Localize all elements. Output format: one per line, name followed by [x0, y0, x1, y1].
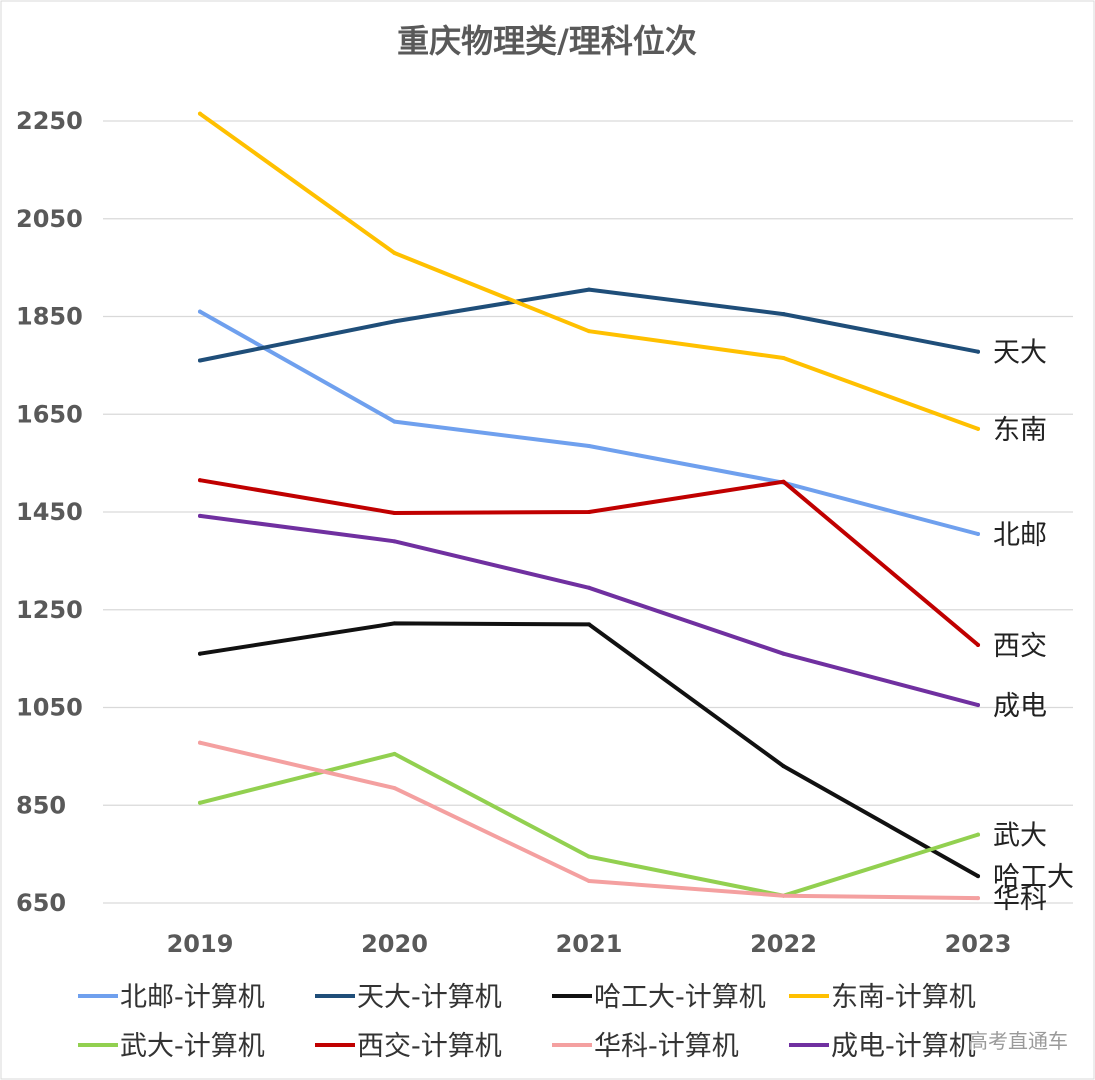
end-label: 华科 — [993, 884, 1047, 915]
data-point — [781, 893, 786, 898]
y-tick-label: 1250 — [16, 596, 83, 624]
data-point — [587, 585, 591, 590]
data-point — [976, 349, 980, 354]
end-label: 天大 — [993, 338, 1047, 369]
x-tick-label: 2022 — [750, 930, 817, 958]
end-label: 哈工大 — [993, 862, 1074, 893]
legend-label: 华科-计算机 — [594, 1031, 739, 1062]
end-label: 武大 — [993, 821, 1047, 852]
data-point — [198, 309, 202, 314]
data-point — [392, 250, 397, 255]
data-point — [198, 111, 202, 116]
y-tick-label: 2050 — [16, 205, 83, 233]
x-tick-label: 2019 — [167, 930, 234, 958]
data-point — [587, 879, 591, 884]
data-point — [198, 478, 202, 483]
legend-item: 东南-计算机 — [789, 982, 976, 1013]
data-point — [976, 703, 980, 708]
legend-label: 武大-计算机 — [120, 1031, 265, 1062]
y-tick-label: 850 — [16, 791, 66, 819]
legend-item: 天大-计算机 — [315, 982, 502, 1013]
legend-item: 北邮-计算机 — [78, 982, 265, 1013]
data-point — [976, 896, 980, 901]
y-tick-label: 1650 — [16, 400, 83, 428]
data-point — [392, 539, 397, 544]
data-point — [587, 329, 591, 334]
data-point — [781, 651, 786, 656]
data-point — [198, 513, 202, 518]
chart-title: 重庆物理类/理科位次 — [397, 22, 697, 60]
y-tick-label: 650 — [16, 889, 66, 917]
x-tick-label: 2021 — [556, 930, 623, 958]
data-point — [781, 356, 786, 361]
end-label: 成电 — [993, 691, 1047, 722]
legend-label: 成电-计算机 — [831, 1031, 976, 1062]
legend-label: 北邮-计算机 — [120, 982, 265, 1013]
data-point — [392, 751, 397, 756]
data-point — [587, 510, 591, 514]
data-point — [392, 510, 397, 515]
data-point — [392, 786, 397, 791]
x-tick-label: 2020 — [361, 930, 428, 958]
data-point — [198, 358, 202, 363]
legend-item: 华科-计算机 — [552, 1031, 739, 1062]
x-axis: 2019 2020 2021 2022 2023 — [167, 930, 1012, 958]
data-point — [587, 854, 591, 859]
data-point — [198, 800, 202, 805]
end-label: 西交 — [993, 631, 1047, 662]
legend-item: 哈工大-计算机 — [552, 982, 766, 1013]
data-point — [392, 419, 397, 424]
data-point — [392, 621, 397, 626]
data-point — [976, 426, 980, 431]
end-label: 北邮 — [993, 520, 1047, 551]
data-point — [976, 832, 980, 837]
data-point — [976, 642, 980, 647]
data-point — [198, 651, 202, 656]
data-point — [976, 874, 980, 879]
end-label: 东南 — [993, 415, 1047, 446]
data-point — [587, 444, 591, 449]
data-point — [781, 764, 786, 769]
watermark: 高考直通车 — [968, 1029, 1068, 1053]
series-lines — [198, 111, 980, 901]
legend-label: 西交-计算机 — [357, 1031, 502, 1062]
data-point — [781, 479, 786, 484]
y-tick-label: 2250 — [16, 107, 83, 135]
legend-label: 东南-计算机 — [831, 982, 976, 1013]
legend-item: 成电-计算机 — [789, 1031, 976, 1062]
legend-label: 哈工大-计算机 — [594, 982, 766, 1013]
data-point — [781, 312, 786, 317]
data-point — [198, 740, 202, 745]
data-point — [587, 622, 591, 627]
legend-item: 武大-计算机 — [78, 1031, 265, 1062]
x-tick-label: 2023 — [945, 930, 1012, 958]
y-tick-label: 1450 — [16, 498, 83, 526]
data-point — [976, 531, 980, 536]
y-tick-label: 1850 — [16, 303, 83, 331]
legend-item: 西交-计算机 — [315, 1031, 502, 1062]
data-point — [392, 319, 397, 324]
y-tick-label: 1050 — [16, 694, 83, 722]
legend-label: 天大-计算机 — [357, 982, 502, 1013]
data-point — [587, 287, 591, 292]
y-axis: 2250 2050 1850 1650 1450 1250 1050 850 650 — [16, 107, 83, 917]
